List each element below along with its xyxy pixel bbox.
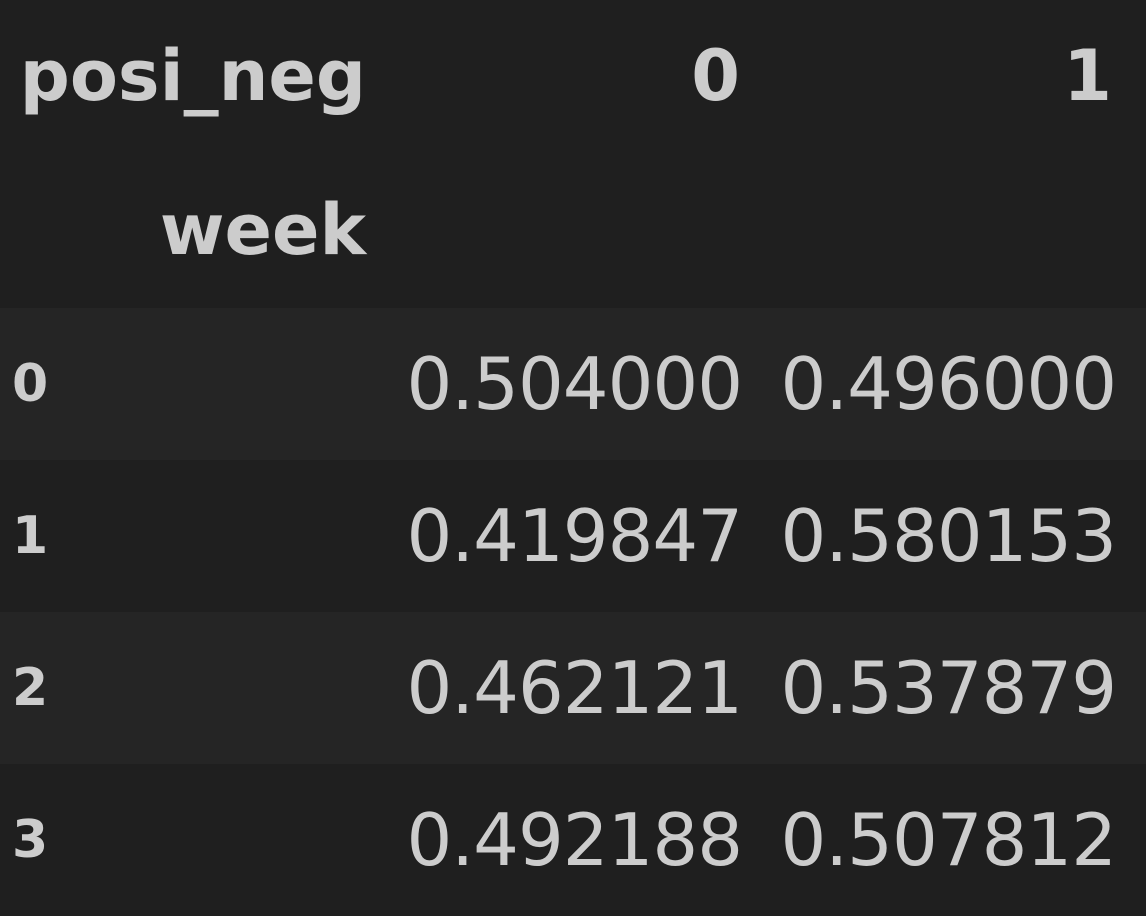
index-header-row: week: [0, 152, 1146, 308]
row-index: 2: [12, 658, 49, 718]
cell-value: 0.462121: [406, 646, 743, 730]
cell-value: 0.419847: [406, 494, 743, 578]
table-row: 2 0.462121 0.537879: [0, 612, 1146, 764]
cell-value: 0.504000: [406, 342, 743, 426]
row-index: 1: [12, 506, 49, 566]
column-header-0: 0: [691, 35, 740, 117]
cell-value: 0.507812: [780, 798, 1117, 882]
table-row: 1 0.419847 0.580153: [0, 460, 1146, 612]
columns-name-header: posi_neg: [19, 35, 366, 117]
cell-value: 0.537879: [780, 646, 1117, 730]
row-index: 0: [12, 354, 49, 414]
column-header-1: 1: [1063, 35, 1112, 117]
row-index: 3: [12, 810, 49, 870]
index-name-header: week: [159, 189, 366, 271]
column-header-row: posi_neg 0 1: [0, 0, 1146, 152]
cell-value: 0.492188: [406, 798, 743, 882]
cell-value: 0.580153: [780, 494, 1117, 578]
table-row: 0 0.504000 0.496000: [0, 308, 1146, 460]
table-row: 3 0.492188 0.507812: [0, 764, 1146, 916]
cell-value: 0.496000: [780, 342, 1117, 426]
